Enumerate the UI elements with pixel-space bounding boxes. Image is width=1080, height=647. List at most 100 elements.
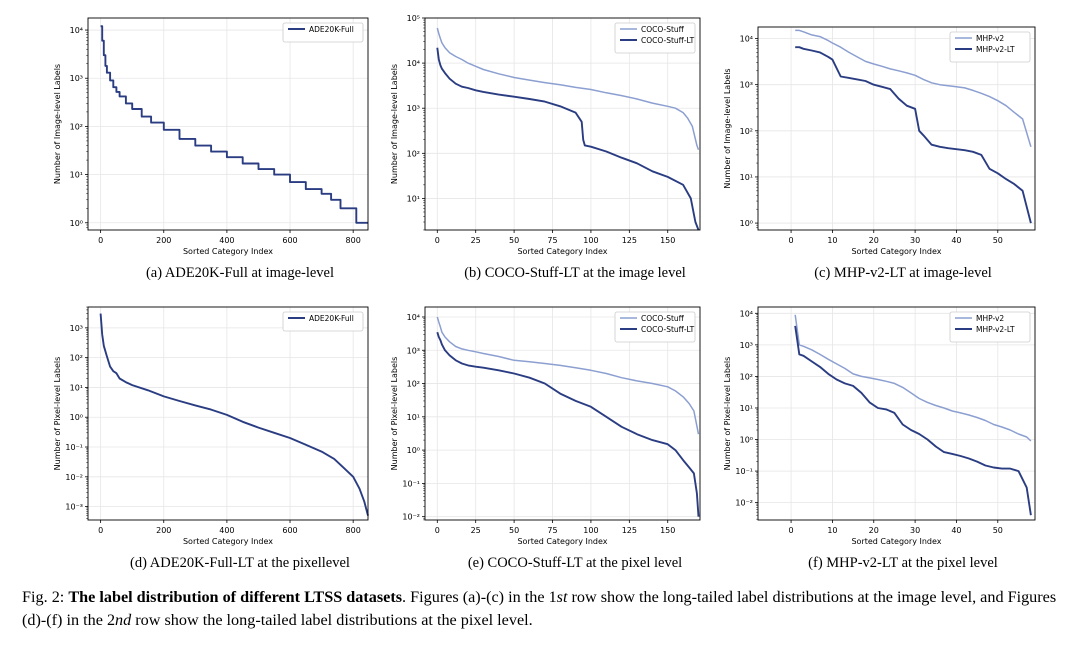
y-tick-label: 10⁻¹ xyxy=(402,479,420,488)
x-tick-label: 200 xyxy=(156,236,171,245)
series-line-dark xyxy=(795,46,1032,224)
caption-part1: . Figures (a)-(c) in the 1 xyxy=(402,588,557,606)
y-tick-label: 10¹ xyxy=(407,413,420,422)
y-tick-label: 10⁴ xyxy=(740,35,753,44)
y-tick-label: 10⁴ xyxy=(407,313,420,322)
x-tick-label: 75 xyxy=(547,526,557,535)
subcaption-b: (b) COCO-Stuff-LT at the image level xyxy=(464,265,686,281)
subcaption-a: (a) ADE20K-Full at image-level xyxy=(145,265,335,281)
y-tick-label: 10⁴ xyxy=(407,59,420,68)
y-tick-label: 10² xyxy=(407,149,420,158)
legend-label: COCO-Stuff-LT xyxy=(641,36,695,45)
y-tick-label: 10¹ xyxy=(70,383,83,392)
x-tick-label: 75 xyxy=(547,236,557,245)
legend-box xyxy=(282,22,364,43)
series-line-dark xyxy=(794,325,1032,516)
legend-label: COCO-Stuff xyxy=(641,314,685,323)
x-tick-label: 150 xyxy=(660,526,675,535)
y-tick-label: 10² xyxy=(740,127,753,136)
caption-bold: The label distribution of different LTSS… xyxy=(68,588,403,606)
subcaption-f: (f) MHP-v2-LT at the pixel level xyxy=(808,555,998,571)
series-line-light xyxy=(436,27,700,150)
x-tick-label: 25 xyxy=(471,236,481,245)
y-tick-label: 10⁰ xyxy=(740,436,753,445)
x-tick-label: 50 xyxy=(509,236,519,245)
plot-frame xyxy=(757,306,1036,521)
x-tick-label: 50 xyxy=(993,236,1003,245)
y-tick-label: 10⁰ xyxy=(407,446,420,455)
y-tick-label: 10⁴ xyxy=(70,26,83,35)
y-tick-label: 10¹ xyxy=(740,173,753,182)
x-axis-title: Sorted Category Index xyxy=(183,537,273,546)
y-tick-label: 10³ xyxy=(407,104,420,113)
legend-box xyxy=(949,31,1031,63)
y-axis-title: Number of Pixel-level Labels xyxy=(53,357,62,471)
y-tick-label: 10² xyxy=(70,354,83,363)
x-tick-label: 50 xyxy=(509,526,519,535)
caption-sup2: nd xyxy=(115,611,132,629)
y-tick-label: 10¹ xyxy=(70,171,83,180)
caption-prefix: Fig. 2: xyxy=(22,588,69,606)
legend-label: ADE20K-Full xyxy=(309,314,354,323)
x-tick-label: 25 xyxy=(471,526,481,535)
figure-caption: Fig. 2: The label distribution of differ… xyxy=(22,586,1062,632)
x-tick-label: 50 xyxy=(993,526,1003,535)
x-axis-title: Sorted Category Index xyxy=(183,247,273,256)
y-tick-label: 10² xyxy=(407,380,420,389)
plot-frame xyxy=(424,17,701,231)
x-tick-label: 40 xyxy=(951,526,961,535)
y-tick-label: 10³ xyxy=(70,74,83,83)
y-tick-label: 10⁻² xyxy=(65,473,83,482)
legend-box xyxy=(614,311,696,343)
x-tick-label: 100 xyxy=(583,526,598,535)
y-tick-label: 10³ xyxy=(70,324,83,333)
x-tick-label: 10 xyxy=(827,236,837,245)
caption-sup1: st xyxy=(556,588,568,606)
legend-label: COCO-Stuff-LT xyxy=(641,325,695,334)
x-tick-label: 20 xyxy=(869,236,879,245)
x-tick-label: 10 xyxy=(827,526,837,535)
x-tick-label: 800 xyxy=(346,236,361,245)
y-tick-label: 10⁵ xyxy=(407,14,420,23)
x-tick-label: 150 xyxy=(660,236,675,245)
series-line-light xyxy=(795,29,1032,148)
subcaption-e: (e) COCO-Stuff-LT at the pixel level xyxy=(467,555,683,571)
series-line-dark xyxy=(436,331,700,517)
y-axis-title: Number of Image-level Labels xyxy=(53,64,62,184)
caption-part3: row show the long-tailed label distribut… xyxy=(131,611,533,629)
y-tick-label: 10¹ xyxy=(740,404,753,413)
y-tick-label: 10³ xyxy=(740,341,753,350)
caption-part2: row show the long-tailed label distribut… xyxy=(22,588,1057,629)
y-tick-label: 10³ xyxy=(407,346,420,355)
legend-box xyxy=(282,311,364,332)
series-line-light xyxy=(794,314,1032,442)
legend-label: MHP-v2-LT xyxy=(976,325,1015,334)
x-tick-label: 0 xyxy=(98,236,103,245)
legend-label: MHP-v2-LT xyxy=(976,45,1015,54)
x-tick-label: 125 xyxy=(622,526,637,535)
x-tick-label: 100 xyxy=(583,236,598,245)
x-tick-label: 800 xyxy=(346,526,361,535)
legend-label: MHP-v2 xyxy=(976,34,1004,43)
y-tick-label: 10⁴ xyxy=(740,309,753,318)
x-tick-label: 125 xyxy=(622,236,637,245)
plot-frame xyxy=(87,306,369,521)
legend-box xyxy=(614,22,696,54)
x-tick-label: 400 xyxy=(219,236,234,245)
y-tick-label: 10² xyxy=(740,372,753,381)
x-axis-title: Sorted Category Index xyxy=(851,537,941,546)
x-tick-label: 0 xyxy=(789,526,794,535)
series-line-dark xyxy=(99,313,369,516)
legend-box xyxy=(949,311,1031,343)
x-axis-title: Sorted Category Index xyxy=(517,537,607,546)
x-tick-label: 200 xyxy=(156,526,171,535)
y-axis-title: Number of Image-level Labels xyxy=(390,64,399,184)
y-axis-title: Number of Pixel-level Labels xyxy=(390,357,399,471)
y-axis-title: Number of Image-level Labels xyxy=(723,68,732,188)
x-tick-label: 600 xyxy=(282,236,297,245)
